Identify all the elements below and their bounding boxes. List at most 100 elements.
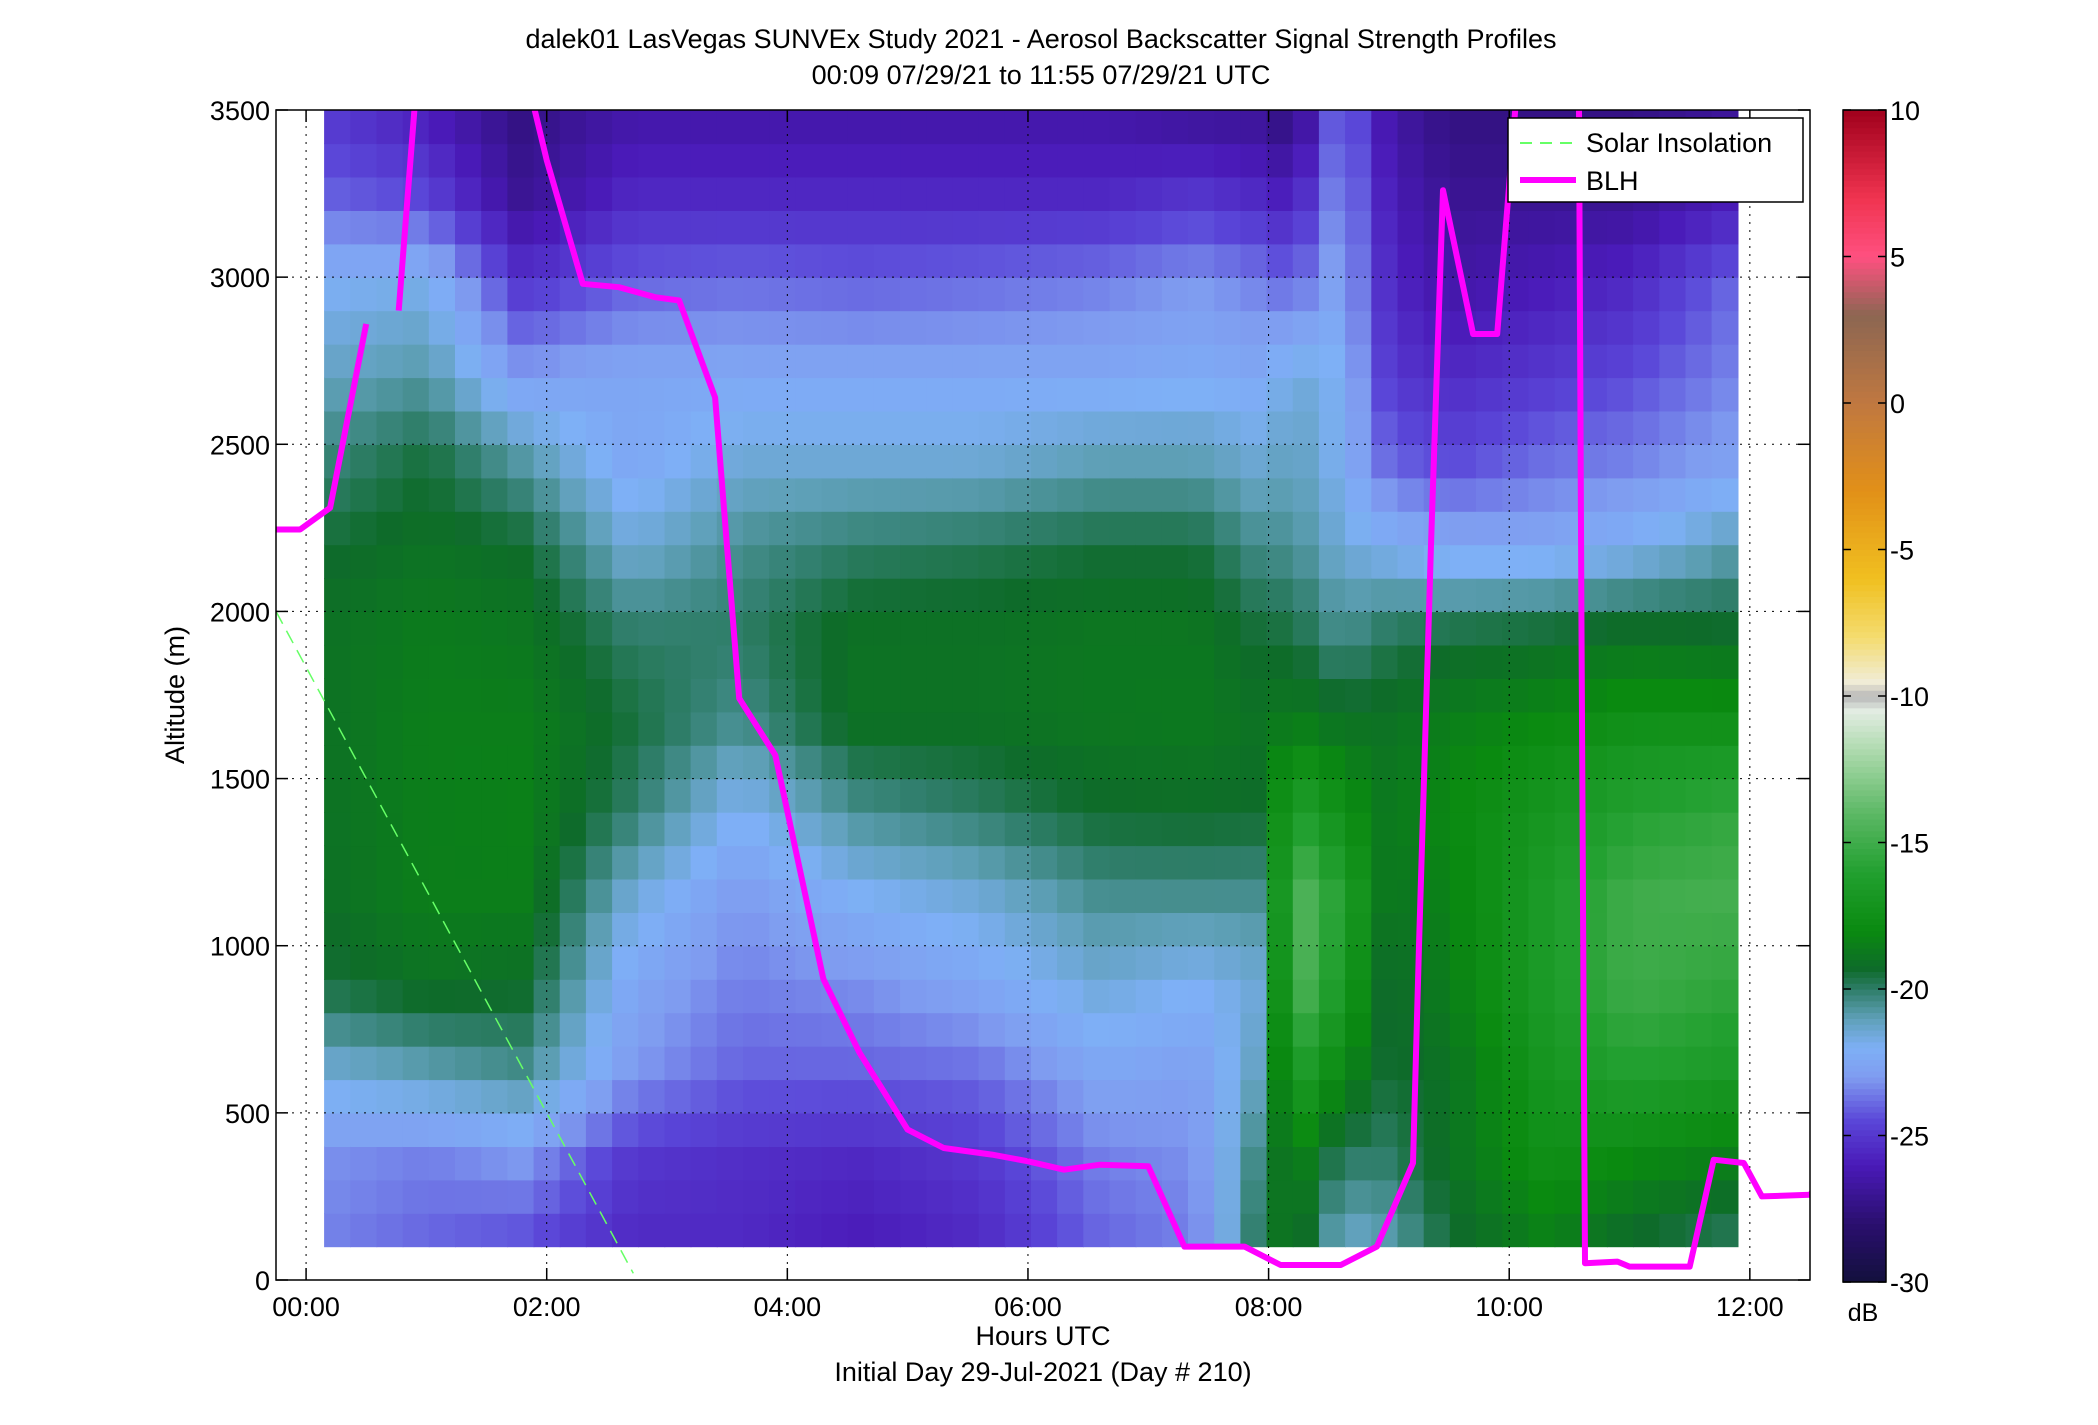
heatmap-cell (847, 243, 875, 278)
heatmap-cell (481, 1146, 509, 1181)
heatmap-cell (428, 511, 456, 546)
heatmap-cell (1057, 979, 1084, 1014)
heatmap-cell (1345, 410, 1372, 445)
heatmap-cell (978, 812, 1006, 847)
heatmap-cell (664, 143, 692, 178)
heatmap-cell (1214, 210, 1242, 245)
heatmap-cell (1685, 1046, 1713, 1081)
heatmap-cell (1318, 243, 1346, 278)
heatmap-cell (926, 845, 954, 880)
heatmap-cell (1240, 578, 1268, 613)
heatmap-cell (1528, 1179, 1556, 1214)
colorbar-tick-label: -25 (1890, 1122, 1929, 1152)
heatmap-cell (1476, 1079, 1503, 1114)
colorbar-tick-label: 5 (1890, 243, 1905, 273)
heatmap-cell (638, 1012, 666, 1047)
heatmap-cell (926, 1079, 954, 1114)
heatmap-cell (1188, 1012, 1215, 1047)
heatmap-cell (1188, 511, 1215, 546)
heatmap-cell (1266, 644, 1294, 679)
heatmap-cell (1135, 544, 1163, 579)
heatmap-cell (900, 544, 927, 579)
heatmap-cell (1161, 912, 1189, 947)
heatmap-cell (743, 1079, 770, 1114)
heatmap-cell (795, 511, 823, 546)
heatmap-cell (769, 611, 797, 646)
heatmap-cell (324, 1046, 351, 1081)
heatmap-cell (664, 377, 692, 412)
heatmap-cell (1449, 1079, 1477, 1114)
heatmap-cell (1214, 377, 1242, 412)
heatmap-cell (690, 611, 718, 646)
heatmap-cell (873, 845, 901, 880)
heatmap-cell (1633, 477, 1660, 512)
heatmap-cell (402, 1012, 430, 1047)
heatmap-cell (1397, 778, 1425, 813)
heatmap-cell (481, 1012, 509, 1047)
heatmap-cell (1057, 1079, 1084, 1114)
heatmap-cell (1083, 143, 1111, 178)
heatmap-cell (978, 477, 1006, 512)
heatmap-cell (1004, 1179, 1032, 1214)
heatmap-cell (1345, 1112, 1372, 1147)
heatmap-cell (507, 444, 535, 479)
colorbar-step (1843, 854, 1886, 861)
heatmap-cell (585, 511, 613, 546)
heatmap-cell (900, 176, 927, 211)
heatmap-cell (1502, 1112, 1530, 1147)
heatmap-cell (455, 110, 482, 145)
heatmap-cell (481, 444, 509, 479)
heatmap-cell (1606, 1079, 1634, 1114)
heatmap-cell (1659, 344, 1687, 379)
heatmap-cell (1083, 745, 1111, 780)
heatmap-cell (350, 1012, 378, 1047)
heatmap-cell (1161, 210, 1189, 245)
heatmap-cell (376, 778, 404, 813)
heatmap-cell (559, 1112, 587, 1147)
heatmap-cell (743, 644, 770, 679)
colorbar-step (1843, 133, 1886, 140)
heatmap-cell (1685, 511, 1713, 546)
heatmap-cell (1606, 243, 1634, 278)
heatmap-cell (743, 110, 770, 145)
heatmap-cell (1292, 243, 1320, 278)
heatmap-cell (1057, 945, 1084, 980)
heatmap-cell (978, 979, 1006, 1014)
heatmap-cell (1083, 243, 1111, 278)
colorbar-step (1843, 197, 1886, 205)
heatmap-cell (1318, 1112, 1346, 1147)
heatmap-cell (1135, 778, 1163, 813)
heatmap-cell (847, 878, 875, 913)
heatmap-cell (428, 344, 456, 379)
heatmap-cell (1188, 110, 1215, 145)
heatmap-cell (1240, 945, 1268, 980)
heatmap-cell (795, 1112, 823, 1147)
heatmap-cell (481, 644, 509, 679)
heatmap-cell (1606, 1179, 1634, 1214)
heatmap-cell (1476, 344, 1503, 379)
heatmap-cell (900, 1079, 927, 1114)
heatmap-cell (1109, 912, 1137, 947)
heatmap-cell (926, 544, 954, 579)
heatmap-cell (743, 1012, 770, 1047)
heatmap-cell (350, 176, 378, 211)
heatmap-cell (1554, 511, 1582, 546)
heatmap-cell (847, 912, 875, 947)
heatmap-cell (1659, 1046, 1687, 1081)
colorbar-step (1843, 959, 1886, 967)
colorbar-step (1843, 543, 1886, 551)
heatmap-cell (638, 878, 666, 913)
heatmap-cell (1031, 1112, 1058, 1147)
heatmap-cell (952, 477, 980, 512)
heatmap-cell (1240, 477, 1268, 512)
heatmap-cell (559, 444, 587, 479)
heatmap-cell (1554, 1046, 1582, 1081)
heatmap-cell (455, 544, 482, 579)
heatmap-cell (821, 812, 849, 847)
heatmap-cell (533, 711, 561, 746)
heatmap-cell (1188, 176, 1215, 211)
heatmap-cell (900, 644, 927, 679)
heatmap-cell (1057, 1146, 1084, 1181)
heatmap-cell (900, 778, 927, 813)
heatmap-cell (1528, 711, 1556, 746)
